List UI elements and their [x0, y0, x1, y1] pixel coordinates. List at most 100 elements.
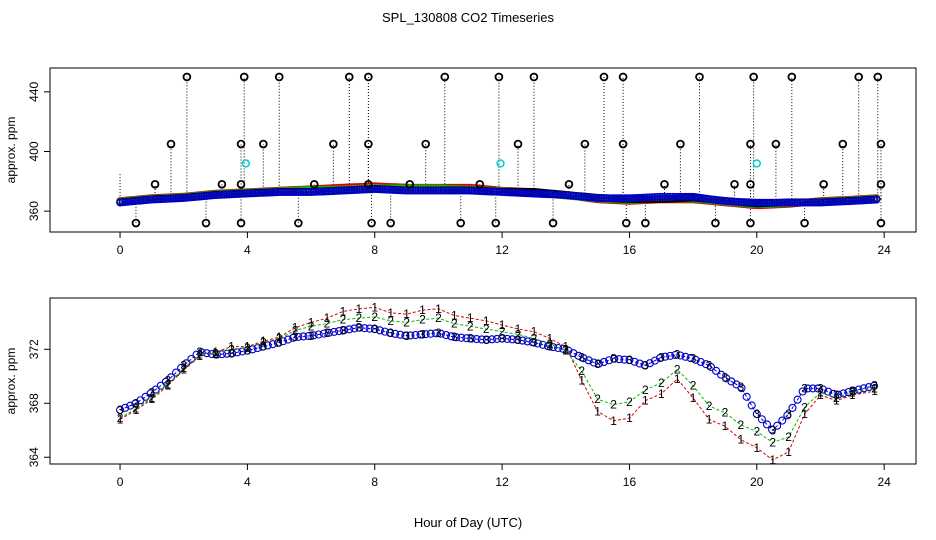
bottom-glyph-green: 2	[769, 435, 776, 449]
bottom-circle-point	[289, 333, 298, 342]
top-outlier-point	[564, 179, 574, 189]
bottom-glyph-green: 2	[387, 314, 394, 328]
bottom-glyph-blue: 3	[117, 403, 124, 417]
top-point-blue	[330, 187, 338, 195]
top-point-blue	[513, 189, 522, 197]
bottom-glyph-blue: 3	[658, 350, 665, 364]
top-point-blue	[668, 192, 677, 201]
bottom-glyph-blue: 3	[706, 358, 713, 372]
bottom-glyph-green: 2	[849, 385, 856, 399]
top-point-blue	[184, 193, 193, 202]
top-point-blue	[556, 191, 565, 199]
top-point-blue	[325, 187, 333, 196]
top-point-blue	[421, 186, 430, 195]
bottom-glyph-blue: 3	[355, 321, 362, 335]
bottom-circle-point	[655, 353, 665, 363]
bottom-circle-point	[385, 328, 395, 337]
top-point-blue	[788, 198, 797, 207]
bottom-glyph-green: 2	[658, 376, 665, 390]
top-point-blue	[230, 190, 239, 199]
top-point-blue	[865, 196, 873, 205]
top-outlier-point	[440, 72, 450, 82]
top-outlier-point	[475, 179, 485, 189]
bottom-glyph-blue: 3	[547, 340, 554, 354]
bottom-glyph-red: 1	[674, 372, 681, 386]
bottom-glyph-blue: 3	[260, 340, 267, 354]
bottom-glyph-blue: 3	[419, 327, 426, 341]
top-point-blue	[592, 194, 601, 202]
bottom-glyph-red: 1	[149, 392, 156, 406]
bottom-glyph-blue: 3	[769, 423, 776, 437]
bottom-glyph-red: 1	[340, 304, 347, 318]
bottom-circle-point	[538, 340, 547, 349]
bottom-glyph-green: 2	[324, 317, 331, 331]
top-point-blue	[533, 190, 542, 198]
bottom-glyph-blue: 3	[690, 352, 697, 366]
bottom-glyph-green: 2	[180, 361, 187, 375]
bottom-circle-point	[686, 354, 695, 363]
top-point-blue	[388, 186, 397, 194]
bottom-glyph-red: 1	[435, 302, 442, 316]
top-point-blue	[516, 189, 524, 197]
top-point-blue	[197, 192, 206, 201]
top-point-blue	[358, 185, 366, 194]
bottom-circle-point	[869, 381, 879, 390]
top-point-blue	[727, 197, 736, 206]
bottom-glyph-green: 2	[547, 337, 554, 351]
top-outlier-point	[641, 218, 650, 228]
top-point-blue	[551, 190, 560, 199]
top-point-blue	[151, 195, 160, 204]
top-point-blue	[745, 198, 754, 207]
bottom-glyph-blue: 3	[164, 373, 171, 387]
bottom-glyph-green: 2	[435, 311, 442, 325]
bottom-glyph-red: 1	[626, 411, 633, 425]
top-outlier-point	[529, 72, 539, 82]
bottom-glyph-red: 1	[164, 379, 171, 393]
top-y-tick-label: 360	[27, 201, 41, 221]
top-point-blue	[381, 185, 389, 194]
top-point-blue	[238, 190, 247, 198]
top-point-blue	[559, 191, 568, 199]
top-x-tick-label: 20	[750, 243, 764, 257]
top-point-blue	[340, 186, 349, 195]
bottom-glyph-red: 1	[738, 433, 745, 447]
bottom-glyph-red: 1	[531, 325, 538, 339]
top-point-blue	[760, 198, 769, 207]
bottom-glyph-red: 1	[833, 394, 840, 408]
top-point-blue	[332, 187, 341, 195]
top-point-blue	[786, 198, 794, 207]
top-point-blue	[439, 186, 448, 195]
top-point-blue	[755, 198, 764, 207]
bottom-circle-point	[742, 392, 751, 401]
top-point-blue	[167, 194, 175, 203]
bottom-glyph-blue: 3	[578, 350, 585, 364]
bottom-circle-point	[584, 356, 593, 365]
top-point-blue	[747, 198, 756, 207]
top-point-blue	[837, 197, 845, 206]
top-outlier-point	[599, 72, 609, 82]
top-point-blue	[493, 188, 501, 196]
top-point-blue	[808, 198, 817, 207]
top-cyan-point	[752, 159, 761, 168]
bottom-glyph-blue: 3	[276, 336, 283, 350]
top-outlier-point	[711, 218, 720, 228]
bottom-glyph-green: 2	[499, 325, 506, 339]
top-point-blue	[126, 197, 135, 206]
top-point-blue	[414, 186, 422, 195]
top-point-blue	[831, 198, 840, 206]
bottom-glyph-green: 2	[117, 411, 124, 425]
bottom-circle-point	[151, 385, 160, 394]
top-point-blue	[123, 198, 132, 206]
bottom-glyph-blue: 3	[212, 348, 219, 362]
bottom-y-axis-label: approx. ppm	[4, 348, 18, 415]
top-outlier-point	[876, 218, 886, 228]
top-point-blue	[378, 185, 387, 194]
top-plot-frame	[49, 67, 917, 233]
top-point-blue	[684, 192, 692, 201]
top-point-blue	[796, 198, 804, 207]
top-outlier-point	[618, 139, 628, 149]
bottom-circle-point	[279, 337, 288, 346]
bottom-x-tick-label: 0	[117, 475, 124, 489]
